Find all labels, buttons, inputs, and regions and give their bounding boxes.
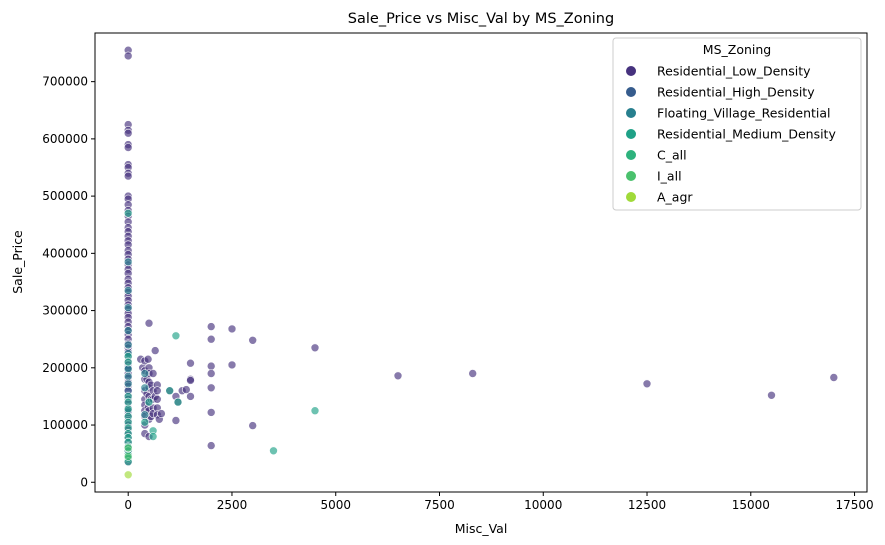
data-point [227, 360, 237, 370]
legend-marker [626, 192, 636, 202]
y-tick-label: 200000 [42, 361, 88, 375]
y-tick-label: 500000 [42, 189, 88, 203]
legend-label: Floating_Village_Residential [657, 106, 831, 121]
x-tick-label: 12500 [628, 498, 666, 512]
legend-marker [626, 108, 636, 118]
data-point [206, 361, 216, 371]
legend-marker [626, 129, 636, 139]
x-tick-label: 0 [124, 498, 132, 512]
data-point [123, 340, 133, 350]
data-point [123, 128, 133, 138]
data-point [123, 209, 133, 218]
data-point [123, 171, 133, 181]
data-point [123, 404, 133, 414]
data-point [269, 446, 278, 456]
data-point [123, 372, 133, 381]
legend-box [612, 37, 862, 211]
x-tick-label: 7500 [424, 498, 455, 512]
legend-marker [626, 87, 636, 97]
y-tick-label: 100000 [42, 418, 88, 432]
data-point [123, 379, 133, 389]
data-point [186, 376, 195, 385]
x-tick-label: 17500 [835, 498, 873, 512]
y-tick-label: 300000 [42, 304, 88, 318]
data-point [140, 410, 150, 420]
data-point [123, 51, 133, 61]
y-tick-label: 700000 [42, 75, 88, 89]
data-point [140, 383, 150, 393]
x-tick-label: 5000 [320, 498, 351, 512]
data-point [140, 417, 150, 427]
data-point [310, 406, 320, 416]
data-point [206, 369, 216, 378]
data-point [468, 369, 478, 378]
legend-marker [626, 66, 636, 76]
points-layer [123, 45, 839, 480]
data-point [123, 143, 133, 152]
data-point [173, 397, 183, 407]
data-point [171, 331, 181, 341]
data-point [248, 335, 257, 345]
y-tick-label: 600000 [42, 132, 88, 146]
data-point [148, 432, 158, 441]
data-point [123, 326, 133, 335]
data-point [767, 390, 776, 400]
data-point [123, 286, 133, 295]
legend-label: C_all [657, 148, 687, 163]
legend-label: Residential_Low_Density [657, 64, 811, 79]
data-point [143, 354, 153, 364]
data-point [157, 409, 166, 418]
legend-marker [626, 150, 636, 160]
plot-frame [94, 32, 868, 493]
data-point [144, 318, 154, 328]
y-axis: 0 100000 200000 300000 400000 500000 600000 700… [42, 75, 95, 489]
data-point [123, 257, 133, 267]
data-point [171, 416, 181, 425]
data-point [153, 394, 162, 404]
data-point [829, 373, 839, 382]
data-point [123, 303, 133, 313]
data-point [248, 421, 257, 430]
data-point [150, 346, 160, 355]
legend: MS_Zoning Residential_Low_Density Residen… [612, 37, 862, 211]
data-point [123, 470, 133, 480]
legend-label: I_all [657, 169, 682, 184]
data-point [227, 324, 237, 334]
data-point [144, 397, 154, 407]
y-tick-label: 400000 [42, 246, 88, 260]
data-point [148, 369, 158, 378]
data-point [206, 334, 216, 344]
x-axis-label: Misc_Val [455, 521, 508, 536]
data-point [123, 443, 133, 453]
data-point [206, 408, 216, 417]
data-point [123, 357, 133, 367]
y-axis-label: Sale_Price [10, 230, 25, 294]
x-tick-label: 2500 [217, 498, 248, 512]
legend-label: Residential_Medium_Density [657, 127, 836, 142]
chart-title: Sale_Price vs Misc_Val by MS_Zoning [348, 11, 614, 27]
legend-label: A_agr [657, 190, 693, 205]
legend-label: Residential_High_Density [657, 85, 815, 100]
data-point [310, 343, 320, 353]
data-point [165, 386, 174, 396]
data-point [206, 322, 216, 331]
data-point [140, 369, 150, 378]
data-point [206, 441, 216, 450]
data-point [206, 383, 216, 393]
data-point [642, 379, 652, 389]
x-tick-label: 15000 [732, 498, 770, 512]
data-point [182, 385, 191, 394]
data-point [393, 371, 403, 381]
legend-title: MS_Zoning [703, 42, 771, 57]
data-point [186, 392, 195, 401]
legend-marker [626, 171, 636, 181]
y-tick-label: 0 [80, 475, 88, 489]
x-axis: 0 2500 5000 7500 10000 12500 15000 17500 [124, 492, 874, 512]
x-tick-label: 10000 [524, 498, 562, 512]
data-point [153, 386, 162, 396]
data-point [186, 358, 195, 368]
data-point [123, 452, 133, 461]
